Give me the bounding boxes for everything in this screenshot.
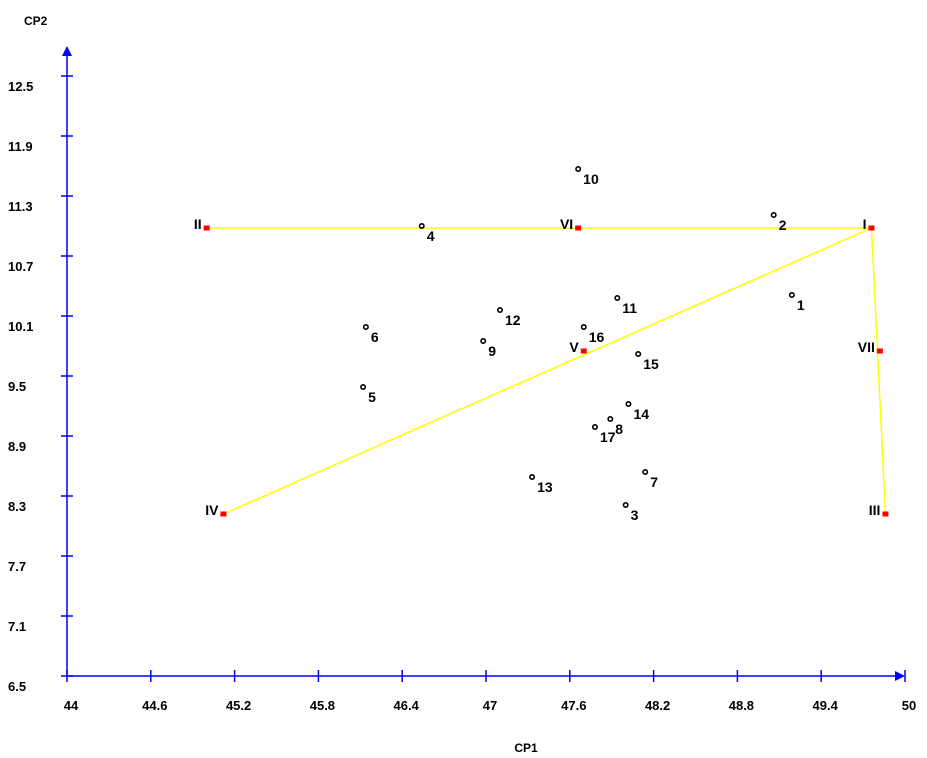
group-marker <box>220 511 227 517</box>
data-point <box>362 323 369 330</box>
data-point-label: 6 <box>371 329 379 345</box>
y-tick-label: 9.5 <box>8 379 26 394</box>
x-tick-label: 48.2 <box>645 698 670 713</box>
x-axis-arrow <box>895 671 905 681</box>
group-marker <box>575 225 582 231</box>
group-label: III <box>869 502 881 518</box>
data-point <box>591 423 598 430</box>
data-point <box>496 306 503 313</box>
group-label: VI <box>560 216 573 232</box>
data-point-label: 16 <box>589 329 605 345</box>
data-point-label: 8 <box>615 421 623 437</box>
x-tick-label: 48.8 <box>729 698 754 713</box>
y-tick-label: 11.3 <box>8 199 33 214</box>
data-point <box>529 473 536 480</box>
data-point-label: 4 <box>427 228 435 244</box>
x-tick-label: 45.8 <box>310 698 335 713</box>
x-tick-label: 46.4 <box>394 698 420 713</box>
group-marker <box>876 348 883 354</box>
y-tick-label: 7.7 <box>8 559 26 574</box>
data-point-label: 15 <box>643 356 659 372</box>
data-point <box>635 350 642 357</box>
y-tick-label: 10.7 <box>8 259 33 274</box>
y-tick-label: 11.9 <box>8 139 33 154</box>
group-marker <box>203 225 210 231</box>
y-tick-label: 8.3 <box>8 499 26 514</box>
y-axis-arrow <box>62 46 72 56</box>
data-point-label: 11 <box>622 300 637 316</box>
group-label: V <box>569 339 579 355</box>
group-label: VII <box>858 339 875 355</box>
y-tick-label: 7.1 <box>8 619 26 634</box>
data-point <box>360 383 367 390</box>
data-point-label: 13 <box>537 479 553 495</box>
group-label: II <box>194 216 202 232</box>
x-tick-label: 45.2 <box>226 698 251 713</box>
data-point-label: 7 <box>650 474 658 490</box>
data-point <box>480 337 487 344</box>
connection-line <box>870 227 887 515</box>
data-point-label: 9 <box>488 343 496 359</box>
data-point <box>770 212 777 219</box>
data-point-label: 5 <box>368 389 376 405</box>
connection-lines <box>206 227 887 515</box>
data-point-label: 1 <box>797 297 805 313</box>
group-label: I <box>863 216 867 232</box>
y-tick-label: 10.1 <box>8 319 33 334</box>
x-axis-title: CP1 <box>514 741 538 755</box>
group-marker <box>882 511 889 517</box>
group-marker <box>580 348 587 354</box>
x-tick-label: 44.6 <box>142 698 167 713</box>
data-point <box>614 294 621 301</box>
data-point <box>580 323 587 330</box>
data-point <box>788 291 795 298</box>
y-tick-label: 8.9 <box>8 439 26 454</box>
connection-line <box>223 227 872 515</box>
x-tick-label: 50 <box>902 698 916 713</box>
group-marker <box>868 225 875 231</box>
data-point-label: 12 <box>505 312 521 328</box>
group-label: IV <box>205 502 219 518</box>
y-axis-title: CP2 <box>24 14 48 28</box>
data-point-label: 14 <box>633 406 649 422</box>
x-tick-label: 47.6 <box>561 698 586 713</box>
data-point-label: 3 <box>631 507 639 523</box>
axes: 44 44.6 45.2 45.8 46.4 47 47.6 48.2 48.8 49.4 506.… <box>8 46 916 713</box>
data-point-label: 17 <box>600 429 616 445</box>
x-tick-label: 47 <box>483 698 497 713</box>
data-point <box>625 400 632 407</box>
data-point-label: 2 <box>779 217 787 233</box>
x-tick-label: 44 <box>64 698 79 713</box>
data-point <box>622 501 629 508</box>
data-point <box>607 415 614 422</box>
data-point <box>575 166 582 173</box>
y-tick-label: 12.5 <box>8 79 33 94</box>
y-tick-label: 6.5 <box>8 679 26 694</box>
data-point-label: 10 <box>583 171 599 187</box>
data-point <box>418 223 425 230</box>
data-point <box>642 468 649 475</box>
x-tick-label: 49.4 <box>813 698 839 713</box>
